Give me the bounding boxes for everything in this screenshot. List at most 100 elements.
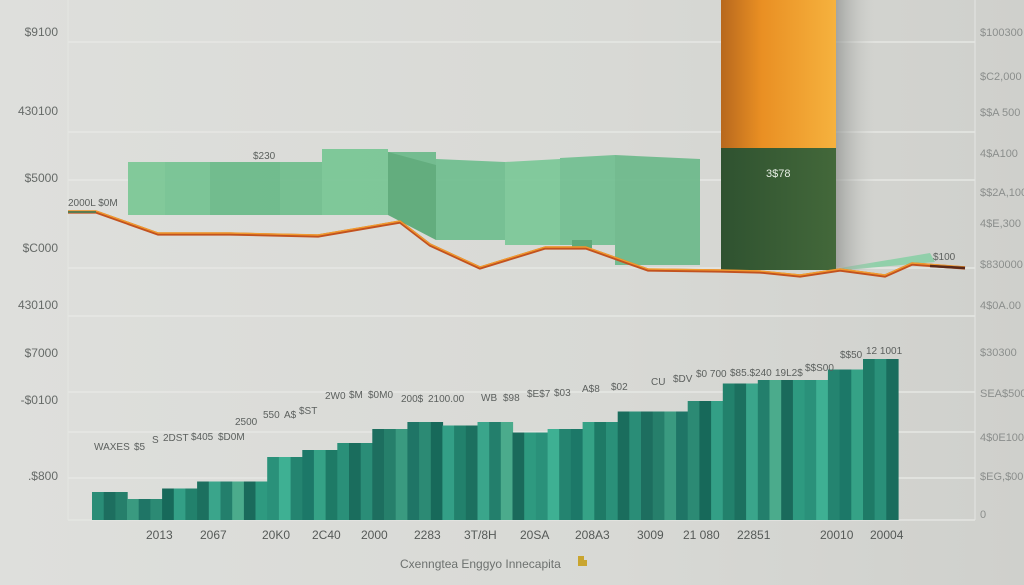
bar-data-label: $$S00 [805,363,834,374]
teal-bar [372,429,385,520]
teal-bar [430,422,444,520]
teal-bar [535,432,549,520]
teal-bar [839,369,852,520]
teal-bar [489,422,502,520]
teal-bar [652,411,665,520]
bar-data-label: 2DST [163,433,189,444]
teal-bar [232,481,245,520]
left-y-tick-label: $C000 [23,241,59,255]
x-tick-label: 22851 [737,528,771,542]
bar-data-label: 2500 [235,417,258,428]
x-tick-label: 208A3 [575,528,610,542]
teal-bar-data-labels: WAXES $5 S 2DST $405 $D0M 2500 550 A$ $ST 2W0 $M $0M… [94,346,903,453]
x-axis: 2013 2067 20K0 2C40 2000 2283 3T/8H 20SA 208A3 30… [146,528,904,542]
bar-data-label: A$8 [582,384,600,395]
teal-bar [267,457,280,520]
x-axis-title: Cxenngtea Enggyo Innecapita [400,557,561,571]
teal-bar [711,401,724,520]
teal-bar [863,359,876,520]
bar-data-label: A$ [284,410,297,421]
teal-bar [208,481,222,520]
highlight-bar-dark-segment [721,148,836,270]
teal-bar [395,429,408,520]
right-y-tick-label: 4$0A.00 [980,300,1021,312]
teal-bar [629,411,642,520]
teal-bar [197,481,210,520]
right-y-tick-label: 0 [980,509,986,521]
teal-bar [220,481,233,520]
teal-bar [804,380,817,520]
left-y-tick-label: $9100 [25,25,59,39]
teal-bar [115,492,128,520]
bar-data-label: $$50 [840,350,863,361]
teal-bar [641,411,654,520]
left-y-tick-label: 430100 [18,298,58,312]
right-y-axis: $100300 $C2,000 $$A 500 4$A100 $$2A,100 4$E,3… [980,27,1024,521]
green-band-segment [388,152,436,240]
x-tick-label: 3T/8H [464,528,497,542]
bar-data-label: 2W0 [325,391,346,402]
bar-data-label: 12 1001 [866,346,903,357]
right-y-tick-label: $$2A,100 [980,187,1024,199]
bar-data-label: $D0M [218,432,245,443]
teal-bar [185,488,198,520]
bar-data-label: 19L2$ [775,368,803,379]
bar-data-label: $405 [191,432,214,443]
teal-bar [407,422,420,520]
right-y-tick-label: $100300 [980,27,1023,39]
teal-bar [594,422,607,520]
teal-bar [103,492,116,520]
teal-bar [92,492,105,520]
teal-bar [337,443,350,520]
left-y-tick-label: -$0100 [21,393,59,407]
teal-bar [512,432,525,520]
teal-bar [243,481,257,520]
right-y-tick-label: 4$A100 [980,148,1018,160]
bar-data-label: S [152,435,159,446]
teal-bar [547,429,560,520]
bar-data-label: $98 [503,393,520,404]
teal-bar [255,481,268,520]
teal-bar [500,422,514,520]
bar-data-label: $85.$240 [730,368,772,379]
highlight-bar-orange-segment [721,0,836,148]
green-band-segment [322,149,388,215]
green-band-segment [505,159,560,245]
teal-bar [851,369,864,520]
bar-data-label: 550 [263,410,280,421]
series-data-label: 3$78 [766,168,790,180]
left-y-axis: $9100 430100 $5000 $C000 430100 $7000 -$0100 .$… [18,25,58,483]
teal-bar [290,457,303,520]
teal-bar [722,383,736,520]
bar-data-label: $02 [611,382,628,393]
teal-bar [313,450,327,520]
x-tick-label: 3009 [637,528,664,542]
right-y-tick-label: SEA$500 [980,388,1024,400]
teal-bar [886,359,899,520]
teal-bar [127,499,140,520]
green-band-series [128,149,935,270]
left-y-tick-label: $5000 [25,171,59,185]
right-y-tick-label: $830000 [980,259,1023,271]
teal-bar [325,450,338,520]
teal-bar [138,499,151,520]
teal-bar [570,429,584,520]
series-data-label: $230 [253,151,276,162]
teal-bar [302,450,315,520]
green-band-segment [128,162,165,215]
trend-line [68,210,966,278]
teal-bar [477,422,490,520]
teal-bar [664,411,677,520]
bar-data-label: $0M0 [368,390,393,401]
teal-bar [827,369,841,520]
green-band-segment [165,162,210,215]
green-band-segment [615,155,700,265]
teal-bar [524,432,537,520]
right-y-tick-label: 4$0E100 [980,432,1024,444]
teal-bar [384,429,397,520]
teal-bar [734,383,747,520]
x-tick-label: 20004 [870,528,904,542]
teal-bar [781,380,794,520]
teal-bar [757,380,771,520]
